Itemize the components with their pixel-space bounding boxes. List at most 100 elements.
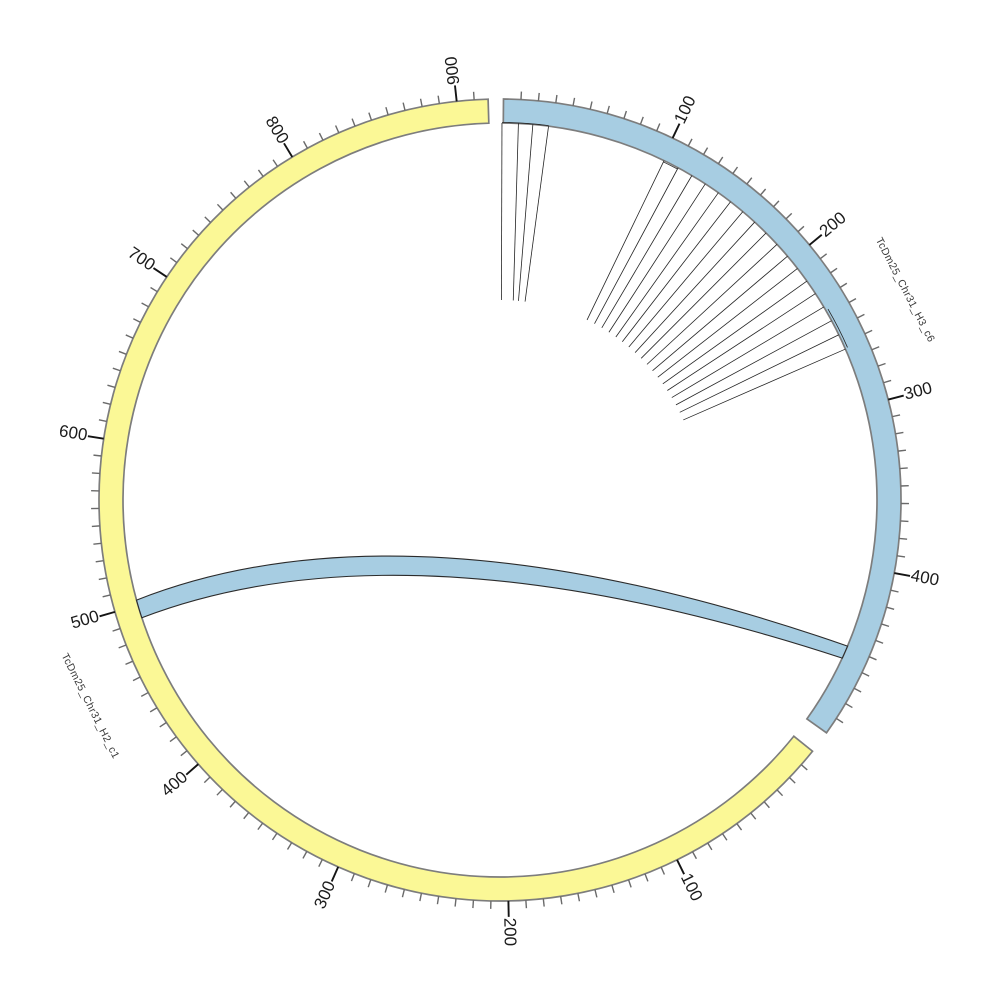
link-line [671,306,825,398]
minor-tick [472,900,475,909]
minor-tick [577,893,581,902]
minor-tick [93,454,102,457]
axis-tick-label: 200 [500,918,520,947]
link-chord [663,161,678,170]
link-line [657,268,798,378]
minor-tick [367,879,372,888]
minor-tick [594,889,598,898]
minor-tick [785,212,793,220]
minor-tick [437,95,441,104]
link-line [667,293,816,391]
major-tick [330,866,340,882]
minor-tick [691,851,698,860]
segment-arc-TcDm25_Chr31_H2_c1 [98,98,814,902]
minor-tick [385,107,389,116]
minor-tick [797,225,805,233]
minor-tick [334,125,340,134]
minor-tick [555,94,558,103]
minor-tick [897,555,906,558]
minor-tick [302,851,308,859]
minor-tick [229,800,236,808]
link-chord [827,308,848,348]
major-tick [894,572,911,577]
minor-tick [118,350,127,355]
minor-tick [890,589,899,593]
link-line [652,255,788,371]
minor-tick [537,92,540,101]
minor-tick [180,750,188,757]
minor-tick [835,717,844,724]
minor-tick [192,229,200,236]
alignment-links [135,122,849,659]
minor-tick [125,660,134,666]
minor-tick [132,676,141,682]
minor-tick [895,431,904,435]
link-line [628,211,744,348]
minor-tick [302,140,309,149]
minor-tick [759,188,767,196]
minor-tick [125,334,134,339]
link-line [634,221,755,353]
minor-tick [140,691,149,698]
minor-tick [660,866,666,875]
major-tick [454,85,458,102]
minor-tick [98,419,107,423]
minor-tick [180,243,188,250]
link-line [640,232,767,359]
minor-tick [736,823,743,831]
link-line [683,348,846,421]
minor-tick [318,132,324,141]
minor-tick [112,627,121,632]
minor-tick [243,180,250,188]
minor-tick [150,286,158,293]
minor-tick [606,105,610,114]
link-line [586,160,665,321]
major-tick [676,859,685,875]
minor-tick [91,472,100,475]
minor-tick [772,200,780,208]
minor-tick [384,884,389,893]
minor-tick [204,216,212,223]
minor-tick [203,776,211,784]
major-tick [808,234,823,246]
link-line [621,201,731,342]
minor-tick [776,789,784,797]
link-line [518,124,534,301]
minor-tick [402,102,406,111]
minor-tick [93,542,102,545]
minor-tick [886,606,895,610]
minor-tick [750,812,757,820]
link-line [500,123,503,301]
minor-tick [845,702,853,709]
link-line [512,123,519,301]
minor-tick [861,672,870,677]
minor-tick [881,623,890,628]
minor-tick [102,594,111,598]
minor-tick [899,467,908,470]
minor-tick [95,559,104,563]
minor-tick [868,656,877,661]
minor-tick [149,707,158,713]
minor-tick [589,101,593,110]
link-line [675,320,832,406]
minor-tick [853,687,862,693]
minor-tick [118,644,127,649]
minor-tick [159,721,167,728]
minor-tick [91,525,100,528]
major-tick [283,142,294,158]
minor-tick [611,884,615,893]
minor-tick [897,449,907,452]
minor-tick [133,318,141,323]
minor-tick [243,812,250,820]
axis-ticks [87,85,911,917]
axis-tick-label: 400 [909,566,940,590]
link-ribbon [135,555,849,659]
minor-tick [419,893,423,902]
minor-tick [401,889,406,898]
major-tick [87,435,104,440]
minor-tick [639,116,644,125]
minor-tick [864,329,873,335]
minor-tick [454,898,457,907]
